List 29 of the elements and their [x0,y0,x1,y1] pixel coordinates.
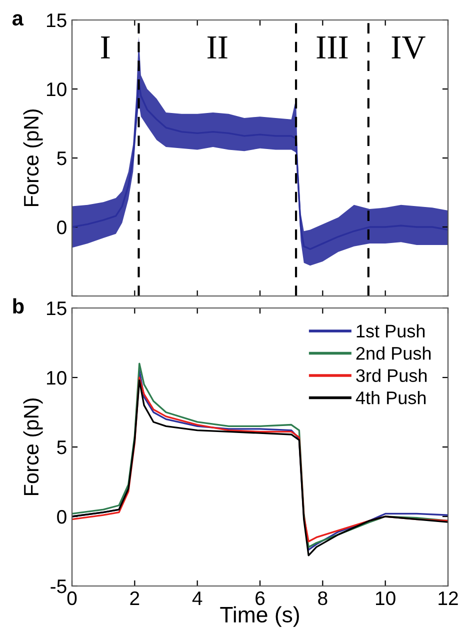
annotation: III [316,36,348,58]
y-tick-label: 0 [57,220,66,234]
text: b [13,298,24,314]
text: a [12,14,24,26]
x-tick-label: 10 [376,591,396,606]
legend-label: 1st Push [356,324,425,338]
annotation: I [101,36,110,58]
y-axis-title: Force (pN) [23,110,43,206]
x-tick-label: 2 [130,591,140,605]
legend-label: 4th Push [356,390,426,404]
y-tick-label: 10 [46,82,66,96]
y-tick-label: 10 [46,370,66,385]
y-tick-label: 5 [57,152,66,166]
legend-label: 2nd Push [356,346,431,360]
x-tick-label: 6 [256,591,265,606]
x-tick-label: 8 [318,591,328,606]
annotation: II [207,36,228,58]
legend-label: 3rd Push [356,368,427,382]
annotation: IV [392,36,426,59]
x-axis-title: Time (s) [220,606,299,627]
y-tick-label: 15 [46,302,66,316]
x-tick-label: 4 [192,592,202,605]
x-tick-label: 0 [67,591,77,606]
y-tick-label: 0 [57,510,66,524]
y-axis-title: Force (pN) [23,398,43,496]
y-tick-label: 15 [46,14,66,28]
x-tick-label: 12 [438,591,458,605]
y-tick-label: 5 [57,440,66,454]
y-tick-label: -5 [50,580,66,594]
